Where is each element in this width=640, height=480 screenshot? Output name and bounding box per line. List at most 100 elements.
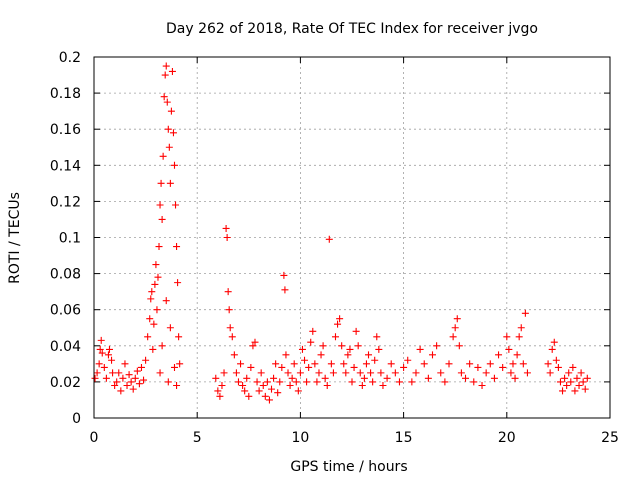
data-point <box>569 363 577 371</box>
data-point <box>346 345 354 353</box>
data-point <box>170 363 178 371</box>
data-point <box>437 369 445 377</box>
data-point <box>315 369 323 377</box>
data-point <box>218 382 226 390</box>
data-point <box>166 179 174 187</box>
data-point <box>142 356 150 364</box>
data-point <box>161 71 169 79</box>
data-point <box>455 342 463 350</box>
data-point <box>548 345 556 353</box>
data-point <box>509 360 517 368</box>
data-point <box>395 378 403 386</box>
data-point <box>123 382 131 390</box>
data-point <box>158 342 166 350</box>
data-point <box>265 396 273 404</box>
data-point <box>367 369 375 377</box>
data-point <box>220 369 228 377</box>
data-point <box>377 369 385 377</box>
data-points <box>91 62 591 404</box>
data-point <box>111 382 119 390</box>
data-point <box>109 369 117 377</box>
data-point <box>247 363 255 371</box>
data-point <box>173 382 181 390</box>
data-point <box>292 378 300 386</box>
data-point <box>451 324 459 332</box>
data-point <box>245 392 253 400</box>
data-point <box>544 360 552 368</box>
data-point <box>552 356 560 364</box>
data-point <box>144 333 152 341</box>
data-point <box>173 243 181 251</box>
data-point <box>507 369 515 377</box>
data-point <box>115 369 123 377</box>
data-point <box>391 369 399 377</box>
data-point <box>352 327 360 335</box>
data-point <box>331 333 339 341</box>
data-point <box>97 336 105 344</box>
data-point <box>223 234 231 241</box>
data-point <box>151 280 159 288</box>
data-point <box>462 374 470 382</box>
grid-lines <box>94 57 610 418</box>
data-point <box>573 374 581 382</box>
data-point <box>165 143 173 151</box>
y-tick-label: 0.02 <box>50 375 81 391</box>
data-point <box>162 62 170 70</box>
data-point <box>301 356 309 364</box>
data-point <box>153 306 161 314</box>
y-tick-label: 0.2 <box>59 50 81 66</box>
data-point <box>91 374 99 382</box>
data-point <box>474 363 482 371</box>
x-tick-label: 20 <box>498 430 516 446</box>
data-point <box>280 271 288 279</box>
data-point <box>157 179 165 187</box>
data-point <box>348 378 356 386</box>
data-point <box>336 315 344 323</box>
data-point <box>150 320 158 328</box>
data-point <box>383 374 391 382</box>
data-point <box>358 382 366 390</box>
data-point <box>400 363 408 371</box>
data-point <box>449 333 457 341</box>
data-point <box>253 378 261 386</box>
y-axis-label: ROTI / TECUs <box>7 192 23 284</box>
data-point <box>556 378 564 386</box>
data-point <box>168 67 176 75</box>
data-point <box>163 98 171 106</box>
data-point <box>156 369 164 377</box>
data-point <box>230 351 238 359</box>
data-point <box>327 360 335 368</box>
data-point <box>169 129 177 137</box>
data-point <box>453 315 461 323</box>
data-point <box>499 363 507 371</box>
y-tick-label: 0.08 <box>50 267 81 283</box>
data-point <box>156 201 164 209</box>
data-point <box>96 345 104 353</box>
data-point <box>515 333 523 341</box>
data-point <box>511 374 519 382</box>
data-point <box>232 369 240 377</box>
x-axis-label: GPS time / hours <box>290 459 407 475</box>
data-point <box>137 363 145 371</box>
data-point <box>404 356 412 364</box>
data-point <box>272 360 280 368</box>
y-tick-label: 0.1 <box>59 231 81 247</box>
data-point <box>369 378 377 386</box>
data-point <box>159 152 167 160</box>
data-point <box>270 374 278 382</box>
data-point <box>288 374 296 382</box>
data-point <box>298 345 306 353</box>
data-point <box>251 338 259 346</box>
data-point <box>296 369 304 377</box>
x-tick-label: 25 <box>601 430 619 446</box>
data-point <box>172 201 180 209</box>
data-point <box>102 374 110 382</box>
data-point <box>319 342 327 350</box>
data-point <box>276 378 284 386</box>
data-point <box>108 356 116 364</box>
data-point <box>239 382 247 390</box>
data-point <box>261 392 269 400</box>
data-point <box>561 374 569 382</box>
data-point <box>575 382 583 390</box>
